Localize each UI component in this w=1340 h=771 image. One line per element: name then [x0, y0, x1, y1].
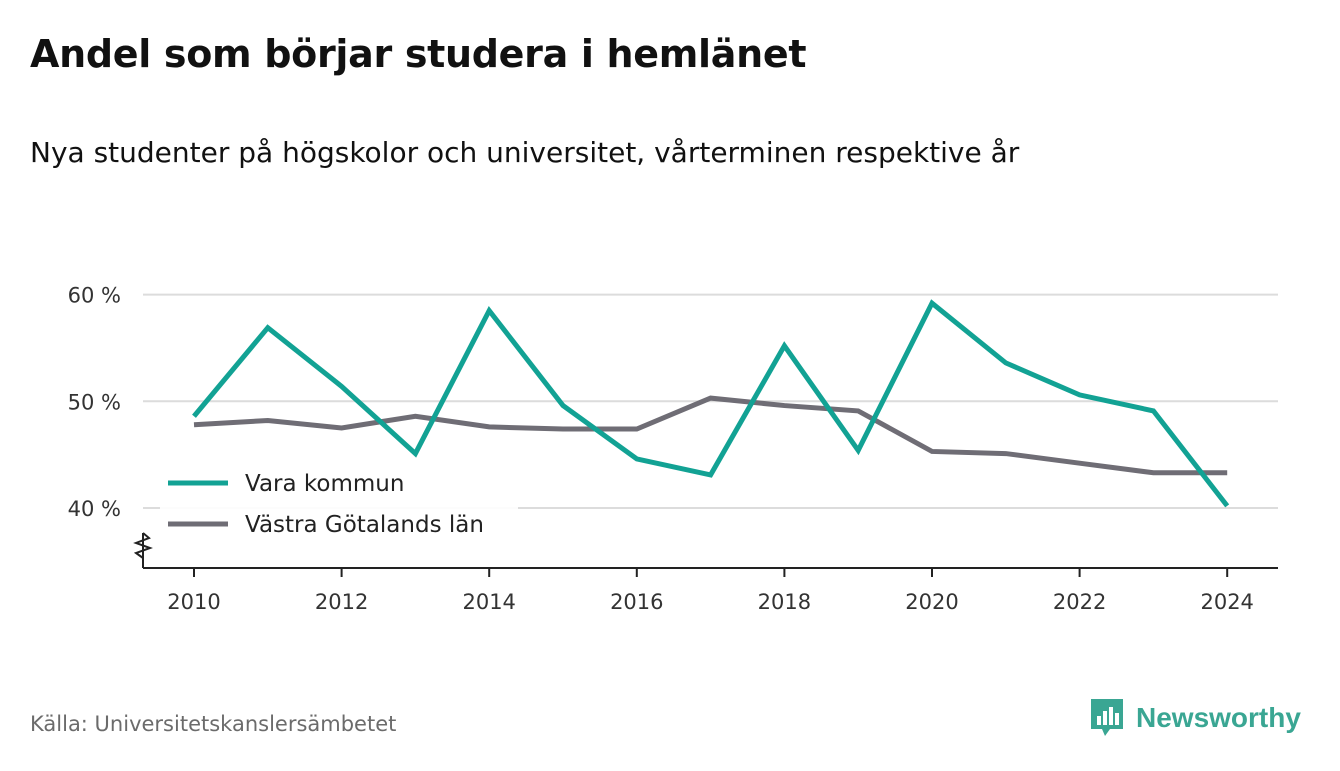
x-tick-label: 2010: [167, 590, 220, 614]
x-tick-label: 2022: [1053, 590, 1106, 614]
y-tick-label: 40 %: [68, 497, 121, 521]
legend-label: Västra Götalands län: [245, 512, 484, 538]
x-tick-label: 2014: [462, 590, 515, 614]
x-tick-label: 2024: [1200, 590, 1253, 614]
x-tick-label: 2012: [315, 590, 368, 614]
series-line: [192, 299, 1230, 508]
legend-box: [160, 460, 518, 546]
source-note: Källa: Universitetskanslersämbetet: [30, 712, 397, 736]
x-tick-label: 2020: [905, 590, 958, 614]
chart-subtitle: Nya studenter på högskolor och universit…: [30, 136, 1020, 169]
chart-title: Andel som börjar studera i hemlänet: [30, 32, 807, 76]
series-line: [193, 395, 1228, 476]
y-tick-label: 60 %: [68, 284, 121, 308]
brand-name: Newsworthy: [1136, 702, 1301, 733]
legend-label: Vara kommun: [245, 471, 404, 497]
line-chart: 40 % 50 % 60 % 2010 2012 2014 2016 2018 2020 2022…: [68, 284, 1278, 614]
x-tick-label: 2016: [610, 590, 663, 614]
axis-break: [133, 532, 153, 559]
brand-logo: Newsworthy: [1088, 696, 1301, 740]
x-tick-label: 2018: [758, 590, 811, 614]
y-tick-label: 50 %: [68, 390, 121, 414]
bar-chart-icon: [1091, 699, 1123, 736]
